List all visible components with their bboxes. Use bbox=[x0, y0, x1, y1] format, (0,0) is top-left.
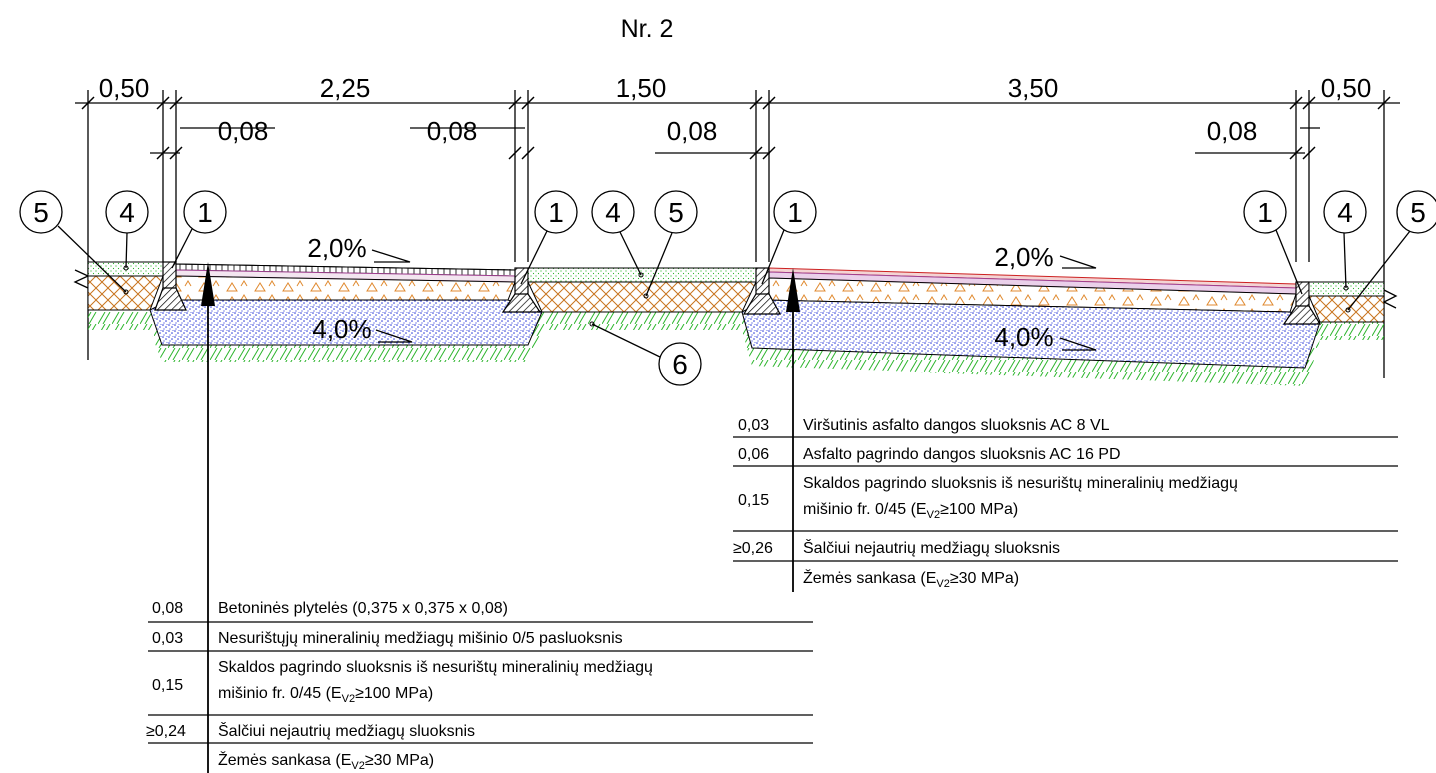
sidewalk-layer-thickness: 0,08 bbox=[152, 600, 183, 617]
subscript: V2 bbox=[351, 760, 364, 772]
road-layer-thickness: 0,03 bbox=[738, 417, 769, 434]
dim-verge-right-width: 0,50 bbox=[1321, 73, 1372, 103]
road-layer-description: Šalčiui nejautrių medžiagų sluoksnis bbox=[803, 538, 1060, 557]
sidewalk-layer-thickness: ≥0,24 bbox=[146, 723, 186, 740]
callout-label: 4 bbox=[1337, 197, 1353, 228]
slope-arrow-road-base bbox=[1059, 337, 1097, 351]
road-layer-description: Žemės sankasa (EV2≥30 MPa) bbox=[803, 568, 1019, 590]
sidewalk-layer-description: Šalčiui nejautrių medžiagų sluoksnis bbox=[218, 721, 475, 740]
dim-curb-3: 0,08 bbox=[667, 116, 718, 146]
sidewalk-layer-description: Nesurištųjų mineralinių medžiagų mišinio… bbox=[218, 630, 623, 647]
dimension-lines bbox=[75, 90, 1400, 378]
callout-label: 5 bbox=[668, 197, 684, 228]
callout-label: 5 bbox=[1410, 197, 1426, 228]
road-layer-thickness: 0,06 bbox=[738, 446, 769, 463]
sidewalk-layer-description: mišinio fr. 0/45 (EV2≥100 MPa) bbox=[218, 685, 433, 705]
road-layer-table: 0,03 Viršutinis asfalto dangos sluoksnis… bbox=[733, 417, 1398, 590]
cross-section bbox=[73, 261, 1398, 386]
road-layer-thickness: ≥0,26 bbox=[733, 540, 773, 557]
slope-sidewalk-surface: 2,0% bbox=[307, 233, 366, 263]
dim-green-strip-width: 1,50 bbox=[616, 73, 667, 103]
road-layer-description: Asfalto pagrindo dangos sluoksnis AC 16 … bbox=[803, 446, 1121, 463]
subscript: V2 bbox=[927, 509, 940, 521]
dim-curb-4: 0,08 bbox=[1207, 116, 1258, 146]
text-part: Žemės sankasa (E bbox=[803, 568, 936, 587]
callout-label: 5 bbox=[33, 197, 49, 228]
text-part: ≥30 MPa) bbox=[365, 752, 434, 769]
slope-arrow-sidewalk bbox=[371, 249, 411, 263]
text-part: ≥100 MPa) bbox=[355, 685, 433, 702]
sidewalk-layer-table: 0,08 Betoninės plytelės (0,375 x 0,375 x… bbox=[146, 600, 813, 772]
slope-arrow-road bbox=[1059, 255, 1097, 269]
slope-road-surface: 2,0% bbox=[994, 242, 1053, 272]
sidewalk-layer-thickness: 0,15 bbox=[152, 677, 183, 694]
slope-sidewalk-base: 4,0% bbox=[312, 314, 371, 344]
road-layer-description: mišinio fr. 0/45 (EV2≥100 MPa) bbox=[803, 501, 1018, 521]
text-part: ≥100 MPa) bbox=[940, 501, 1018, 518]
sidewalk-layer-description: Skaldos pagrindo sluoksnis iš nesurištų … bbox=[218, 659, 653, 676]
callout-label: 1 bbox=[1257, 197, 1273, 228]
subscript: V2 bbox=[342, 693, 355, 705]
road-layer-thickness: 0,15 bbox=[738, 492, 769, 509]
road-layer-description: Skaldos pagrindo sluoksnis iš nesurištų … bbox=[803, 475, 1238, 492]
text-part: mišinio fr. 0/45 (E bbox=[218, 685, 342, 702]
subscript: V2 bbox=[936, 578, 949, 590]
text-part: Žemės sankasa (E bbox=[218, 750, 351, 769]
road-layer-description: Viršutinis asfalto dangos sluoksnis AC 8… bbox=[803, 417, 1110, 434]
callout-label: 1 bbox=[197, 197, 213, 228]
sidewalk-layer-description: Betoninės plytelės (0,375 x 0,375 x 0,08… bbox=[218, 600, 508, 617]
callout-circles bbox=[19, 190, 1436, 386]
section-markers bbox=[201, 262, 800, 773]
dim-sidewalk-left-width: 0,50 bbox=[99, 73, 150, 103]
callout-label: 4 bbox=[119, 197, 135, 228]
dim-carriageway-width: 3,50 bbox=[1008, 73, 1059, 103]
slope-road-base: 4,0% bbox=[994, 322, 1053, 352]
text-part: mišinio fr. 0/45 (E bbox=[803, 501, 927, 518]
drawing-title: Nr. 2 bbox=[621, 15, 674, 43]
sidewalk-layer-thickness: 0,03 bbox=[152, 630, 183, 647]
dim-curb-2: 0,08 bbox=[427, 116, 478, 146]
slope-arrow-sidewalk-base bbox=[375, 329, 413, 343]
callout-label: 4 bbox=[605, 197, 621, 228]
dim-sidewalk-width: 2,25 bbox=[320, 73, 371, 103]
callout-label: 6 bbox=[672, 349, 688, 380]
callout-label: 1 bbox=[548, 197, 564, 228]
dim-curb-1: 0,08 bbox=[218, 116, 269, 146]
callout-label: 1 bbox=[787, 197, 803, 228]
text-part: ≥30 MPa) bbox=[950, 570, 1019, 587]
sidewalk-layer-description: Žemės sankasa (EV2≥30 MPa) bbox=[218, 750, 434, 772]
